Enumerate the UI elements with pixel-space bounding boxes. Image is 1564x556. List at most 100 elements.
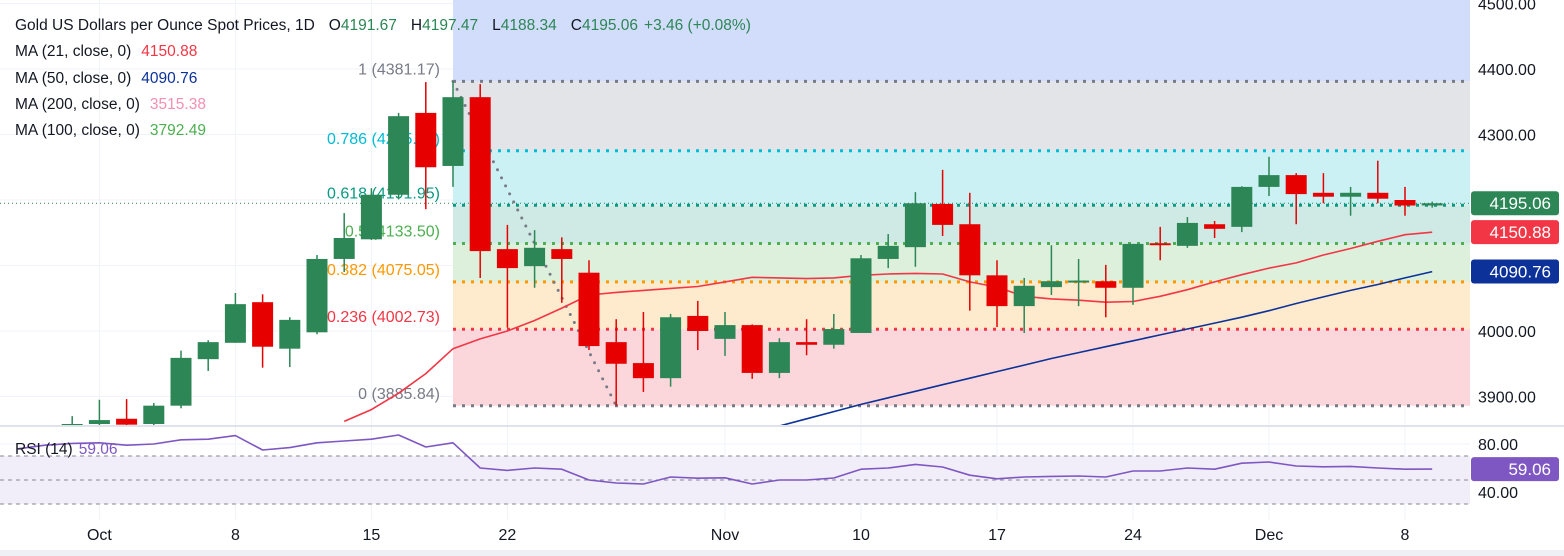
candle[interactable] <box>877 234 899 269</box>
price-badge[interactable]: 4090.76 <box>1471 259 1559 284</box>
candle[interactable] <box>469 84 491 278</box>
candle[interactable] <box>632 312 654 392</box>
high-label: H <box>410 17 423 34</box>
candle[interactable] <box>415 82 437 210</box>
candle[interactable] <box>1285 173 1307 225</box>
candle-body <box>904 203 926 248</box>
time-tick-label: Dec <box>1255 527 1283 544</box>
rsi-pane[interactable] <box>0 434 1470 505</box>
candle-body <box>1421 203 1443 206</box>
candle[interactable] <box>741 324 763 379</box>
candle-body <box>1312 192 1334 197</box>
candle[interactable] <box>1394 186 1416 216</box>
candle[interactable] <box>306 255 328 335</box>
candle[interactable] <box>116 399 138 429</box>
rsi-legend[interactable]: RSI (14) 59.06 <box>15 441 118 459</box>
candle[interactable] <box>796 319 818 356</box>
candle[interactable] <box>1421 201 1443 208</box>
candle-body <box>360 194 382 240</box>
candle[interactable] <box>605 319 627 406</box>
candle[interactable] <box>143 403 165 429</box>
candle[interactable] <box>524 230 546 288</box>
candle[interactable] <box>442 81 464 187</box>
indicator-ma21[interactable]: MA (21, close, 0) 4150.88 <box>15 39 751 65</box>
ma21-line <box>343 231 1433 423</box>
badge-label: 4150.88 <box>1490 223 1551 242</box>
candle[interactable] <box>1312 173 1334 204</box>
rsi-badge[interactable]: 59.06 <box>1471 457 1559 482</box>
chart-legend: Gold US Dollars per Ounce Spot Prices, 1… <box>15 13 751 144</box>
candle[interactable] <box>660 313 682 387</box>
candle[interactable] <box>1122 243 1144 305</box>
candle[interactable] <box>1040 245 1062 295</box>
candle[interactable] <box>61 416 83 429</box>
candle[interactable] <box>823 313 845 349</box>
candle-body <box>1149 243 1171 246</box>
time-tick-label: 15 <box>363 527 381 544</box>
fib-level-label: 0.236 (4002.73) <box>327 309 440 326</box>
candle[interactable] <box>1340 186 1362 216</box>
candle-body <box>796 342 818 345</box>
indicator-ma200[interactable]: MA (200, close, 0) 3515.38 <box>15 92 751 118</box>
fibonacci-retracement[interactable] <box>453 0 1470 408</box>
time-tick-label: 22 <box>499 527 517 544</box>
candle[interactable] <box>388 112 410 200</box>
candle[interactable] <box>252 294 274 368</box>
fib-level-label: 0.382 (4075.05) <box>327 262 440 279</box>
candle[interactable] <box>1367 160 1389 204</box>
fib-zone <box>453 329 1470 406</box>
candle-body <box>524 247 546 267</box>
candle[interactable] <box>959 192 981 311</box>
badge-bg <box>1471 259 1559 284</box>
price-badge[interactable]: 4195.06 <box>1471 191 1559 216</box>
candle[interactable] <box>1231 186 1253 233</box>
candle-body <box>578 272 600 347</box>
candle[interactable] <box>1204 220 1226 238</box>
candle[interactable] <box>1095 264 1117 318</box>
badge-label: 59.06 <box>1508 460 1551 479</box>
candle[interactable] <box>360 188 382 240</box>
badge-bg <box>1471 457 1559 482</box>
symbol-title[interactable]: Gold US Dollars per Ounce Spot Prices, 1… <box>15 17 315 34</box>
candle-body <box>116 418 138 425</box>
indicator-ma50[interactable]: MA (50, close, 0) 4090.76 <box>15 66 751 92</box>
candle[interactable] <box>904 192 926 267</box>
candle[interactable] <box>1013 277 1035 333</box>
candle[interactable] <box>850 255 872 333</box>
indicator-ma100[interactable]: MA (100, close, 0) 3792.49 <box>15 118 751 144</box>
candle[interactable] <box>1176 217 1198 248</box>
candle[interactable] <box>714 312 736 356</box>
candle-body <box>1204 224 1226 229</box>
rsi-line <box>17 434 1433 485</box>
candle-body <box>877 245 899 259</box>
candle[interactable] <box>1149 226 1171 261</box>
candle[interactable] <box>578 260 600 350</box>
candle[interactable] <box>1258 156 1280 197</box>
candle[interactable] <box>279 317 301 368</box>
candle[interactable] <box>224 293 246 343</box>
fib-level-label: 0.5 (4133.50) <box>345 224 440 241</box>
candle[interactable] <box>986 260 1008 328</box>
time-tick-label: 8 <box>231 527 240 544</box>
candle-body <box>1394 200 1416 206</box>
candle-body <box>632 363 654 379</box>
fib-level-label: 0.618 (4191.95) <box>327 185 440 202</box>
candle[interactable] <box>333 213 355 273</box>
candle[interactable] <box>932 169 954 237</box>
candle[interactable] <box>687 300 709 350</box>
candle-body <box>143 405 165 425</box>
candle-body <box>306 258 328 333</box>
candle[interactable] <box>496 224 518 328</box>
candle[interactable] <box>197 340 219 371</box>
candle[interactable] <box>88 399 110 429</box>
candle-body <box>1176 222 1198 246</box>
badge-label: 4195.06 <box>1490 194 1551 213</box>
candle[interactable] <box>768 338 790 379</box>
candle[interactable] <box>551 237 573 303</box>
price-badge[interactable]: 4150.88 <box>1471 220 1559 245</box>
main-pane[interactable] <box>0 79 1470 429</box>
candle[interactable] <box>170 350 192 409</box>
candle[interactable] <box>1068 258 1090 307</box>
candle-body <box>741 325 763 373</box>
